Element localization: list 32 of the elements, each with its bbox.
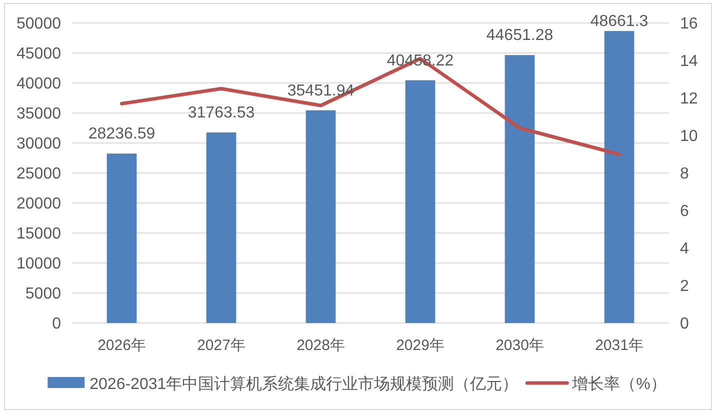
y2-tick: 6 [680,203,689,220]
y2-tick: 10 [680,128,698,145]
data-label: 28236.59 [88,126,156,143]
x-tick: 2027年 [197,337,246,354]
data-label: 31763.53 [188,104,255,122]
y-tick: 40000 [16,76,61,92]
y2-tick: 16 [680,16,698,32]
x-tick: 2030年 [496,337,544,354]
y-tick: 15000 [16,226,61,242]
y2-tick: 2 [680,278,689,295]
x-tick: 2029年 [396,337,444,354]
x-tick: 2026年 [98,337,146,354]
data-label: 44651.28 [486,27,554,44]
y-tick: 50000 [16,16,61,32]
y-tick: 45000 [16,46,61,62]
legend-text: 2026-2031年中国计算机系统集成行业市场规模预测（亿元） [90,376,518,393]
x-tick: 2028年 [296,337,345,354]
y2-tick: 12 [680,90,698,108]
y-tick: 25000 [16,166,61,182]
y-tick: 0 [52,316,61,332]
y-tick: 30000 [16,136,61,152]
y-tick: 20000 [16,196,61,212]
y-tick: 35000 [16,106,61,122]
x-tick: 2031年 [595,337,644,354]
y-tick: 5000 [25,286,61,302]
y2-tick: 4 [680,240,689,258]
data-label: 48661.3 [590,13,648,30]
y2-tick: 14 [680,53,698,70]
y-tick: 10000 [16,256,61,272]
y2-tick: 8 [680,166,689,182]
y2-tick: 0 [680,316,689,332]
legend-text: 增长率（%） [572,376,666,393]
